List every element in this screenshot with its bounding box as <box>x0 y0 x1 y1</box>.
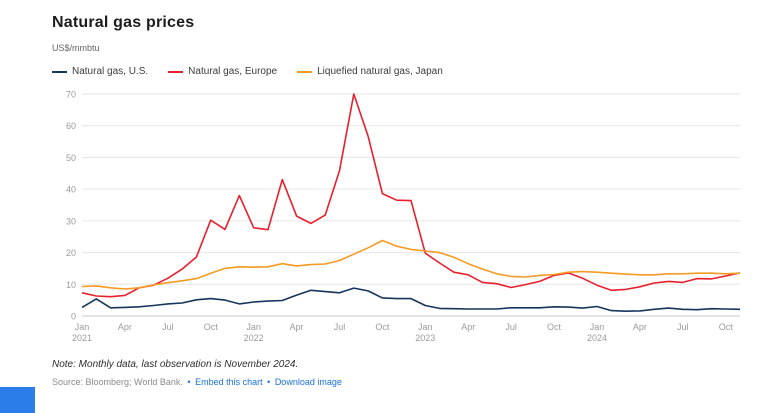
svg-text:2022: 2022 <box>244 333 264 343</box>
svg-text:Jul: Jul <box>505 322 517 332</box>
svg-text:Jul: Jul <box>334 322 346 332</box>
legend-label-europe: Natural gas, Europe <box>188 66 278 77</box>
svg-text:10: 10 <box>66 280 76 290</box>
svg-text:2024: 2024 <box>587 333 607 343</box>
legend: Natural gas, U.S. Natural gas, Europe Liqu… <box>52 66 746 77</box>
y-axis: 0 10 20 30 40 50 60 70 <box>66 90 740 322</box>
svg-text:Apr: Apr <box>461 322 475 332</box>
svg-text:Jan: Jan <box>418 322 433 332</box>
separator-bullet: • <box>187 377 191 387</box>
svg-text:Oct: Oct <box>547 322 562 332</box>
series-line-us <box>81 287 741 312</box>
svg-text:Oct: Oct <box>204 322 219 332</box>
svg-text:0: 0 <box>71 312 76 322</box>
legend-label-us: Natural gas, U.S. <box>72 66 149 77</box>
svg-text:Jan: Jan <box>75 322 90 332</box>
note-text: Note: Monthly data, last observation is … <box>52 359 299 370</box>
legend-item-japan[interactable]: Liquefied natural gas, Japan <box>297 66 443 77</box>
svg-text:40: 40 <box>66 185 76 195</box>
legend-swatch-japan <box>297 70 313 73</box>
axis-units-label: US$/mmbtu <box>52 43 100 53</box>
svg-text:70: 70 <box>66 90 76 100</box>
legend-swatch-us <box>52 70 67 73</box>
legend-swatch-europe <box>168 70 184 73</box>
series-line-europe <box>81 93 741 298</box>
embed-chart-link[interactable]: Embed this chart <box>195 377 263 387</box>
svg-text:Jan: Jan <box>246 322 261 332</box>
download-image-link[interactable]: Download image <box>274 377 342 387</box>
svg-text:Jul: Jul <box>162 322 174 332</box>
series-line-japan <box>81 239 741 290</box>
chart-title: Natural gas prices <box>52 14 195 31</box>
legend-label-japan: Liquefied natural gas, Japan <box>317 66 443 77</box>
svg-text:Apr: Apr <box>290 322 304 332</box>
source-row: Source: Bloomberg; World Bank. • Embed t… <box>52 377 746 387</box>
legend-item-europe[interactable]: Natural gas, Europe <box>168 66 277 77</box>
svg-text:50: 50 <box>66 153 76 163</box>
svg-text:Jan: Jan <box>590 322 605 332</box>
svg-text:Apr: Apr <box>118 322 132 332</box>
svg-text:20: 20 <box>66 248 76 258</box>
svg-text:Oct: Oct <box>375 322 390 332</box>
svg-text:30: 30 <box>66 216 76 226</box>
source-text: Source: Bloomberg; World Bank. <box>52 377 183 387</box>
svg-text:2021: 2021 <box>72 333 92 343</box>
page-corner-accent <box>0 387 35 413</box>
legend-item-us[interactable]: Natural gas, U.S. <box>52 66 148 77</box>
svg-text:2023: 2023 <box>415 333 435 343</box>
svg-text:Jul: Jul <box>677 322 689 332</box>
svg-text:Oct: Oct <box>719 322 734 332</box>
svg-text:60: 60 <box>66 121 76 131</box>
separator-bullet: • <box>267 377 271 387</box>
svg-text:Apr: Apr <box>633 322 647 332</box>
chart-card: Natural gas prices US$/mmbtu Natural gas… <box>52 14 746 387</box>
